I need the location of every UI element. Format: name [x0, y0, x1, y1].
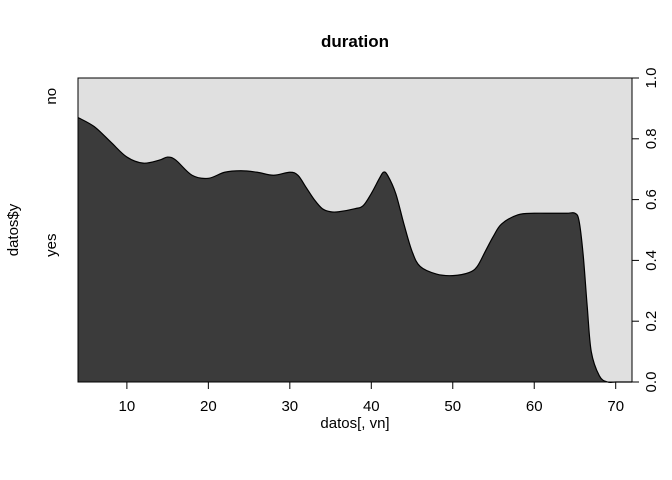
- chart-title: duration: [321, 32, 389, 51]
- x-tick-label: 60: [526, 398, 543, 415]
- y-right-tick-label: 0.0: [643, 372, 660, 393]
- axes: 10 20 30 40 50 60 70 0.0 0.2 0.4 0.6 0.8 1.0 no yes: [43, 68, 660, 415]
- x-tick-label: 70: [607, 398, 624, 415]
- y-right-tick-label: 0.2: [643, 311, 660, 332]
- x-tick-label: 20: [200, 398, 217, 415]
- y-right-tick-label: 0.8: [643, 128, 660, 149]
- y-right-tick-label: 0.6: [643, 189, 660, 210]
- y-right-tick-label: 1.0: [643, 68, 660, 89]
- x-tick-label: 50: [444, 398, 461, 415]
- x-tick-label: 40: [363, 398, 380, 415]
- x-axis-label: datos[, vn]: [320, 415, 389, 432]
- y-left-category-yes: yes: [43, 234, 60, 257]
- area-series-yes: [78, 117, 632, 383]
- series-boundary-line: [77, 116, 632, 384]
- y-axis-label: datos$y: [5, 203, 22, 256]
- x-tick-label: 10: [119, 398, 136, 415]
- plot-area: [77, 78, 632, 384]
- y-right-tick-label: 0.4: [643, 250, 660, 271]
- x-tick-label: 30: [281, 398, 298, 415]
- y-left-category-no: no: [43, 88, 60, 105]
